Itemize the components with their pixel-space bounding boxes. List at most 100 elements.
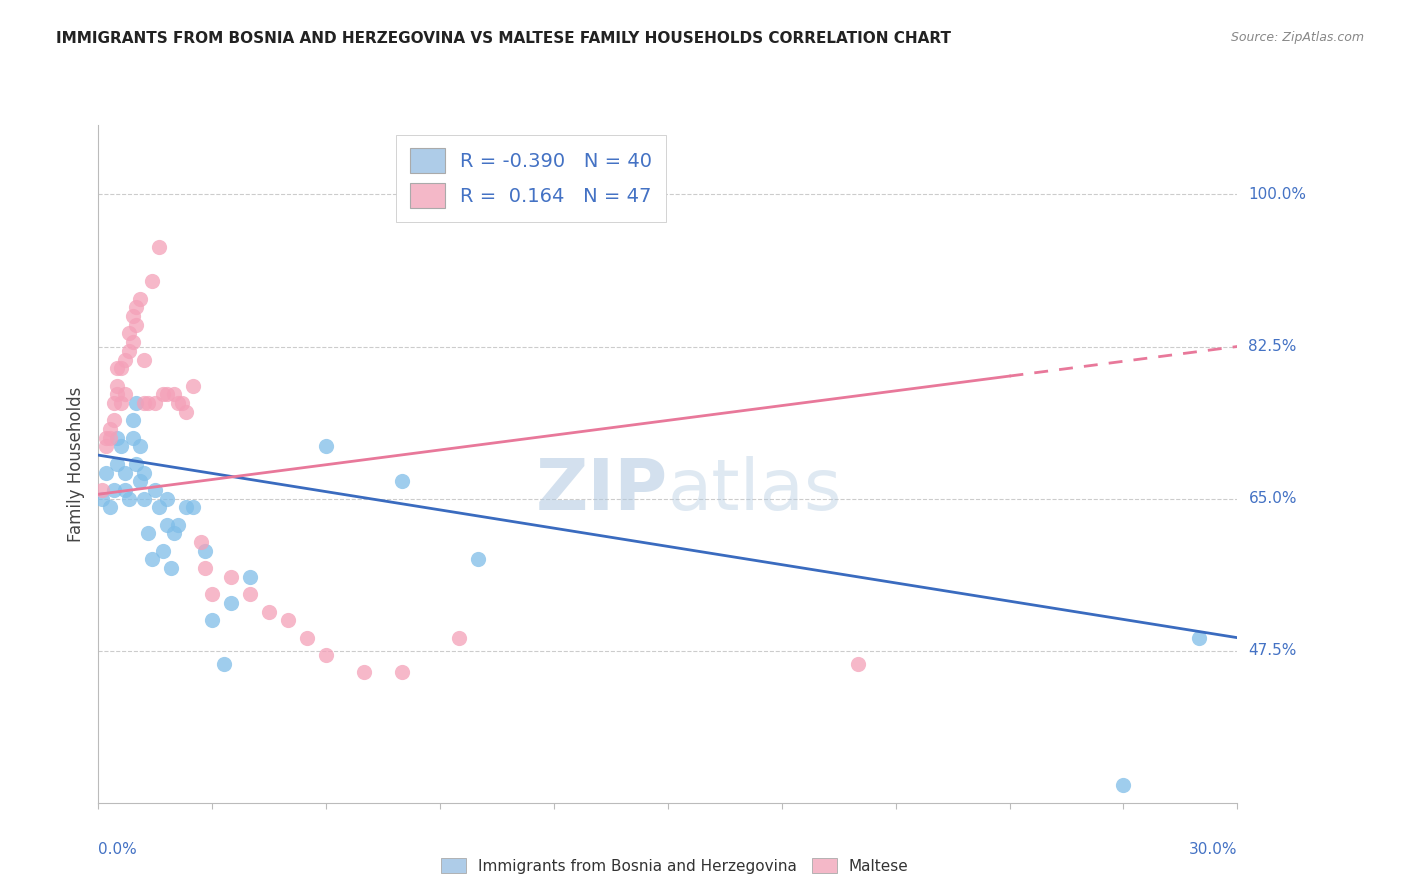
Point <box>107 431 129 445</box>
Point <box>1112 779 1135 793</box>
Point <box>125 457 148 471</box>
Text: atlas: atlas <box>668 457 842 525</box>
Point <box>118 343 141 358</box>
Point <box>297 631 319 645</box>
Point <box>121 431 143 445</box>
Point <box>114 352 136 367</box>
Text: 65.0%: 65.0% <box>1249 491 1296 506</box>
Point <box>194 561 217 575</box>
Point <box>107 361 129 376</box>
Point <box>163 526 186 541</box>
Point <box>98 500 121 515</box>
Text: Source: ZipAtlas.com: Source: ZipAtlas.com <box>1230 31 1364 45</box>
Point <box>391 474 413 488</box>
Text: 47.5%: 47.5% <box>1249 643 1296 658</box>
Point <box>467 552 489 566</box>
Point <box>194 543 217 558</box>
Point <box>107 387 129 401</box>
Legend: Immigrants from Bosnia and Herzegovina, Maltese: Immigrants from Bosnia and Herzegovina, … <box>434 852 915 880</box>
Point <box>129 474 152 488</box>
Text: ZIP: ZIP <box>536 457 668 525</box>
Point <box>201 587 224 601</box>
Point <box>129 292 152 306</box>
Point <box>121 335 143 350</box>
Point <box>118 326 141 341</box>
Text: 100.0%: 100.0% <box>1249 187 1306 202</box>
Point <box>110 440 132 454</box>
Legend: R = -0.390   N = 40, R =  0.164   N = 47: R = -0.390 N = 40, R = 0.164 N = 47 <box>396 135 666 221</box>
Point <box>107 457 129 471</box>
Point <box>141 552 163 566</box>
Point <box>94 431 117 445</box>
Point <box>121 413 143 427</box>
Point <box>145 396 167 410</box>
Point <box>190 535 212 549</box>
Point <box>103 396 125 410</box>
Point <box>94 466 117 480</box>
Point <box>152 543 174 558</box>
Point <box>152 387 174 401</box>
Point <box>121 309 143 323</box>
Point <box>174 500 197 515</box>
Point <box>132 466 155 480</box>
Point <box>315 648 337 662</box>
Point <box>239 587 262 601</box>
Point <box>201 613 224 627</box>
Point <box>277 613 299 627</box>
Point <box>156 517 179 532</box>
Point <box>221 570 243 584</box>
Point <box>159 561 181 575</box>
Point <box>174 405 197 419</box>
Point <box>156 491 179 506</box>
Point <box>148 239 170 253</box>
Point <box>132 491 155 506</box>
Point <box>163 387 186 401</box>
Point <box>132 396 155 410</box>
Text: 0.0%: 0.0% <box>98 842 138 856</box>
Point <box>1188 631 1211 645</box>
Text: 82.5%: 82.5% <box>1249 339 1296 354</box>
Point <box>167 517 190 532</box>
Point <box>391 665 413 680</box>
Point <box>136 396 159 410</box>
Point <box>98 431 121 445</box>
Point <box>114 466 136 480</box>
Point <box>125 301 148 315</box>
Point <box>94 440 117 454</box>
Point <box>148 500 170 515</box>
Point <box>141 274 163 288</box>
Point <box>91 483 114 497</box>
Point <box>136 526 159 541</box>
Point <box>125 396 148 410</box>
Point <box>170 396 193 410</box>
Point <box>98 422 121 436</box>
Point <box>114 387 136 401</box>
Point <box>449 631 471 645</box>
Point <box>103 413 125 427</box>
Point <box>118 491 141 506</box>
Point <box>156 387 179 401</box>
Point <box>846 657 869 671</box>
Point <box>107 378 129 392</box>
Point <box>183 378 205 392</box>
Text: IMMIGRANTS FROM BOSNIA AND HERZEGOVINA VS MALTESE FAMILY HOUSEHOLDS CORRELATION : IMMIGRANTS FROM BOSNIA AND HERZEGOVINA V… <box>56 31 952 46</box>
Text: 30.0%: 30.0% <box>1189 842 1237 856</box>
Point <box>167 396 190 410</box>
Point <box>103 483 125 497</box>
Point <box>353 665 375 680</box>
Point <box>91 491 114 506</box>
Point <box>129 440 152 454</box>
Point <box>110 396 132 410</box>
Y-axis label: Family Households: Family Households <box>67 386 86 541</box>
Point <box>110 361 132 376</box>
Point <box>239 570 262 584</box>
Point <box>212 657 235 671</box>
Point <box>221 596 243 610</box>
Point <box>183 500 205 515</box>
Point <box>145 483 167 497</box>
Point <box>132 352 155 367</box>
Point <box>315 440 337 454</box>
Point <box>114 483 136 497</box>
Point <box>259 605 281 619</box>
Point <box>125 318 148 332</box>
